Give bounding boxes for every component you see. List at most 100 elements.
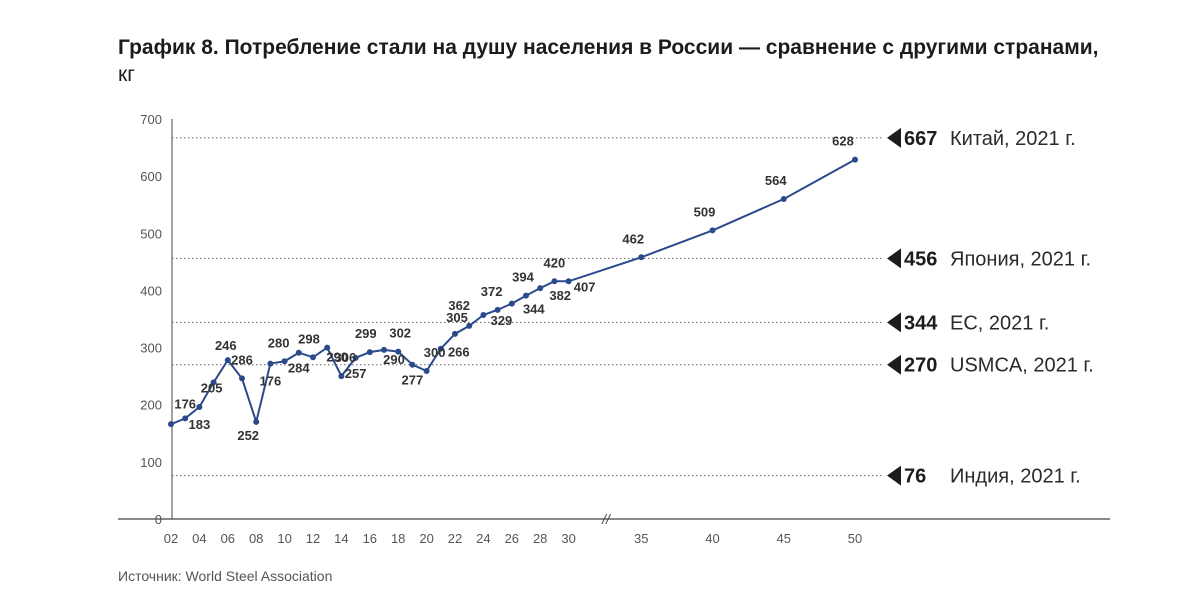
reference-label: Китай, 2021 г. bbox=[950, 128, 1076, 150]
data-label: 284 bbox=[288, 361, 310, 376]
data-label: 257 bbox=[345, 366, 367, 381]
chart-title-unit: кг bbox=[118, 63, 135, 86]
data-label: 372 bbox=[481, 284, 503, 299]
x-tick-label: 35 bbox=[634, 531, 648, 546]
data-label: 246 bbox=[215, 338, 237, 353]
data-label: 302 bbox=[389, 326, 411, 341]
data-point bbox=[324, 344, 331, 351]
y-tick-label: 600 bbox=[140, 169, 162, 184]
reference-arrow-icon bbox=[887, 465, 901, 486]
data-label: 286 bbox=[231, 352, 253, 367]
y-tick-label: 100 bbox=[140, 455, 162, 470]
reference-arrow-icon bbox=[887, 127, 901, 148]
reference-value: 344 bbox=[904, 312, 938, 334]
reference-label: Индия, 2021 г. bbox=[950, 466, 1081, 488]
data-label: 290 bbox=[326, 350, 348, 365]
data-label: 176 bbox=[260, 374, 282, 389]
data-point bbox=[551, 278, 558, 285]
data-point bbox=[239, 375, 245, 382]
data-point bbox=[395, 348, 402, 355]
data-label: 176 bbox=[174, 396, 196, 411]
chart-title-main: График 8. Потребление стали на душу насе… bbox=[118, 36, 1099, 59]
y-tick-label: 500 bbox=[140, 226, 162, 241]
data-point bbox=[310, 354, 316, 361]
data-point bbox=[168, 421, 174, 428]
data-point bbox=[295, 349, 302, 356]
x-tick-label: 14 bbox=[334, 531, 348, 546]
data-point bbox=[182, 415, 189, 422]
data-label: 407 bbox=[574, 279, 596, 294]
data-label: 362 bbox=[448, 298, 470, 313]
data-point bbox=[452, 330, 458, 337]
x-tick-label: 16 bbox=[363, 531, 377, 546]
data-point bbox=[281, 358, 288, 365]
data-point bbox=[638, 254, 645, 261]
source-note: Источник: World Steel Association bbox=[118, 568, 333, 584]
x-tick-label: 26 bbox=[505, 531, 519, 546]
data-point bbox=[338, 373, 345, 380]
chart-title: График 8. Потребление стали на душу насе… bbox=[118, 34, 1118, 88]
data-point bbox=[381, 346, 387, 353]
reference-arrow-icon bbox=[887, 248, 901, 269]
data-label: 509 bbox=[694, 204, 716, 219]
reference-value: 270 bbox=[904, 355, 937, 377]
data-point bbox=[267, 360, 274, 367]
data-point bbox=[780, 196, 787, 202]
x-tick-label: 50 bbox=[848, 531, 862, 546]
data-point bbox=[409, 361, 416, 368]
data-point bbox=[352, 354, 359, 361]
data-label: 183 bbox=[189, 417, 211, 432]
x-tick-label: 10 bbox=[277, 531, 291, 546]
data-label: 382 bbox=[549, 288, 571, 303]
data-label: 252 bbox=[237, 428, 259, 443]
axis-break-mark: // bbox=[601, 511, 612, 527]
data-label: 306 bbox=[335, 350, 357, 365]
x-tick-label: 30 bbox=[561, 531, 575, 546]
x-tick-label: 45 bbox=[777, 531, 791, 546]
reference-value: 76 bbox=[904, 466, 926, 488]
data-point bbox=[852, 156, 858, 163]
reference-value: 456 bbox=[904, 248, 937, 270]
x-tick-label: 04 bbox=[192, 531, 206, 546]
y-tick-label: 300 bbox=[140, 341, 162, 356]
x-tick-label: 20 bbox=[419, 531, 433, 546]
x-tick-label: 06 bbox=[221, 531, 235, 546]
data-label: 344 bbox=[523, 302, 545, 317]
x-tick-label: 28 bbox=[533, 531, 547, 546]
x-tick-label: 22 bbox=[448, 531, 462, 546]
x-tick-label: 08 bbox=[249, 531, 263, 546]
data-point bbox=[423, 368, 430, 374]
x-tick-label: 40 bbox=[705, 531, 719, 546]
data-point bbox=[480, 312, 487, 318]
reference-label: Япония, 2021 г. bbox=[950, 248, 1091, 270]
y-tick-label: 400 bbox=[140, 283, 162, 298]
data-label: 300 bbox=[424, 345, 446, 360]
data-point bbox=[253, 418, 260, 425]
reference-arrow-icon bbox=[887, 354, 901, 375]
data-label: 420 bbox=[544, 255, 566, 270]
x-tick-label: 02 bbox=[164, 531, 178, 546]
x-tick-label: 18 bbox=[391, 531, 405, 546]
data-point bbox=[196, 404, 203, 410]
reference-value: 667 bbox=[904, 128, 937, 150]
y-tick-label: 700 bbox=[140, 112, 162, 127]
reference-label: ЕС, 2021 г. bbox=[950, 312, 1049, 334]
y-tick-label: 200 bbox=[140, 398, 162, 413]
data-point bbox=[210, 379, 217, 386]
data-point bbox=[537, 285, 544, 292]
data-point bbox=[494, 306, 501, 313]
x-tick-label: 12 bbox=[306, 531, 320, 546]
data-label: 305 bbox=[446, 310, 468, 325]
reference-label: USMCA, 2021 г. bbox=[950, 355, 1094, 377]
y-tick-label: 0 bbox=[155, 512, 162, 527]
data-point bbox=[437, 345, 444, 352]
data-label: 205 bbox=[201, 380, 223, 395]
data-point bbox=[508, 300, 515, 307]
data-point bbox=[709, 227, 716, 234]
data-label: 628 bbox=[832, 134, 854, 149]
data-label: 290 bbox=[383, 352, 405, 367]
data-label: 299 bbox=[355, 326, 377, 341]
data-label: 298 bbox=[298, 331, 320, 346]
data-point bbox=[366, 349, 373, 356]
